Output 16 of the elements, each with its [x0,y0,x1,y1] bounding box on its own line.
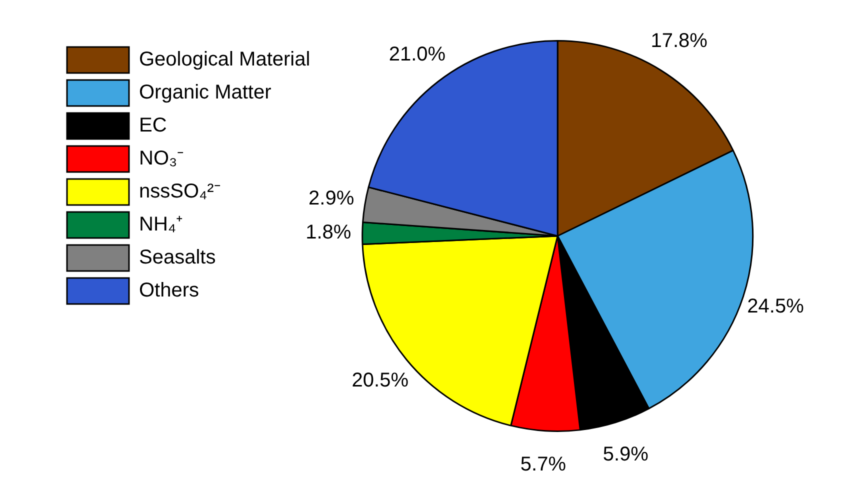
legend-label: NO₃⁻ [139,148,184,170]
data-label: 21.0% [388,43,446,66]
data-label: 5.7% [520,453,566,476]
data-label: 17.8% [650,30,708,52]
legend-label: nssSO₄²⁻ [139,180,221,203]
data-label: 2.9% [308,188,354,210]
legend-label: NH₄⁺ [139,214,184,236]
data-label: 20.5% [352,370,409,392]
data-label: 5.9% [602,443,649,466]
legend-label: Others [139,280,200,302]
legend-label: Seasalts [139,246,216,269]
data-label: 1.8% [306,221,352,244]
legend-label: Organic Matter [139,82,272,104]
legend-label: Geological Material [139,48,310,71]
legend-label: EC [139,114,167,137]
data-label: 24.5% [747,296,804,318]
